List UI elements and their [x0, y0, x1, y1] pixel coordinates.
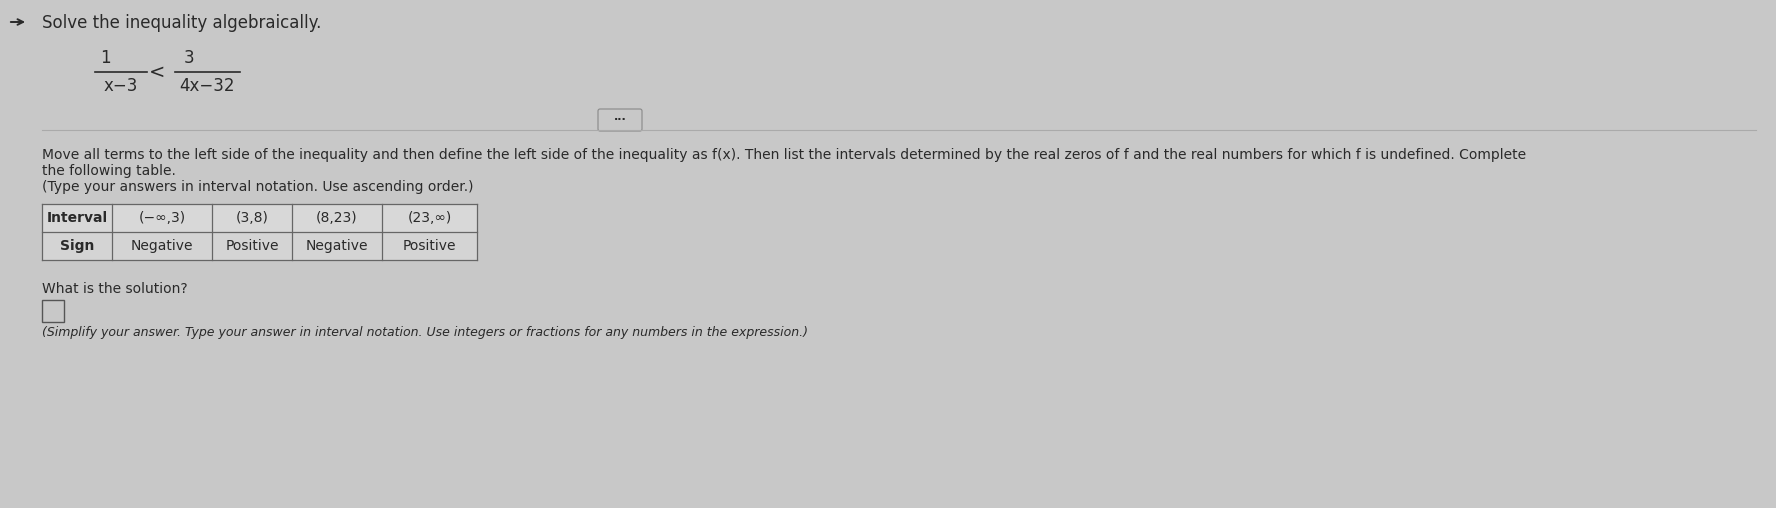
Bar — [211, 204, 291, 232]
Bar — [291, 232, 382, 260]
Text: 4x−32: 4x−32 — [179, 77, 234, 95]
Text: 3: 3 — [183, 49, 194, 67]
Bar — [43, 300, 64, 322]
Bar — [112, 204, 211, 232]
Text: Negative: Negative — [131, 239, 194, 253]
Text: ···: ··· — [614, 115, 627, 125]
Bar — [112, 232, 211, 260]
Text: Solve the inequality algebraically.: Solve the inequality algebraically. — [43, 14, 321, 32]
Text: (3,8): (3,8) — [236, 211, 268, 225]
Bar — [211, 232, 291, 260]
Text: <: < — [149, 62, 165, 81]
Text: the following table.: the following table. — [43, 164, 176, 178]
Text: (Type your answers in interval notation. Use ascending order.): (Type your answers in interval notation.… — [43, 180, 474, 194]
Text: x−3: x−3 — [103, 77, 139, 95]
Text: (8,23): (8,23) — [316, 211, 357, 225]
Bar — [382, 204, 478, 232]
Bar — [382, 232, 478, 260]
Text: (Simplify your answer. Type your answer in interval notation. Use integers or fr: (Simplify your answer. Type your answer … — [43, 326, 808, 339]
Bar — [291, 204, 382, 232]
Text: (−∞,3): (−∞,3) — [139, 211, 185, 225]
Text: (23,∞): (23,∞) — [407, 211, 451, 225]
Text: Sign: Sign — [60, 239, 94, 253]
Bar — [43, 204, 112, 232]
Text: Interval: Interval — [46, 211, 108, 225]
Bar — [43, 232, 112, 260]
Text: Positive: Positive — [403, 239, 456, 253]
Text: 1: 1 — [99, 49, 110, 67]
Text: Positive: Positive — [226, 239, 279, 253]
Text: Negative: Negative — [305, 239, 368, 253]
FancyBboxPatch shape — [599, 109, 641, 131]
Text: Move all terms to the left side of the inequality and then define the left side : Move all terms to the left side of the i… — [43, 148, 1526, 162]
Text: What is the solution?: What is the solution? — [43, 282, 188, 296]
